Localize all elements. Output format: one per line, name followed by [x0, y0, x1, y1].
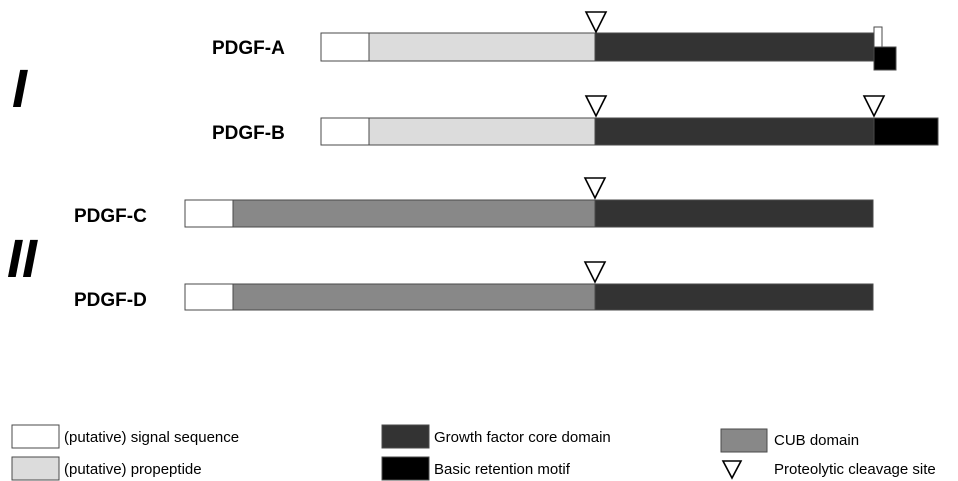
legend-label-signal: (putative) signal sequence — [64, 429, 239, 446]
pdgf-c-cub-segment — [232, 199, 596, 228]
pdgf-d-signal-segment — [184, 283, 234, 311]
pdgf-b-propeptide-segment — [368, 117, 596, 146]
pdgf-a-signal-segment — [320, 32, 370, 62]
pdgf-b-label: PDGF-B — [212, 123, 285, 144]
pdgf-c-core-segment — [594, 199, 874, 228]
pdgf-a-cleavage-site-icon — [584, 11, 608, 34]
legend-item-signal: (putative) signal sequence — [11, 424, 239, 449]
pdgf-a-alternative-exon — [873, 26, 883, 48]
legend-item-retention: Basic retention motif — [381, 456, 571, 481]
legend-item-propeptide: (putative) propeptide — [11, 456, 202, 481]
legend-label-cleavage: Proteolytic cleavage site — [774, 461, 936, 478]
legend-swatch-signal — [11, 424, 60, 449]
pdgf-c-signal-segment — [184, 199, 234, 228]
legend-swatch-retention — [381, 456, 430, 481]
legend-item-cub: CUB domain — [720, 428, 859, 453]
legend-item-core: Growth factor core domain — [381, 424, 611, 449]
pdgf-c-row: PDGF-C — [74, 177, 874, 228]
legend-swatch-core — [381, 424, 430, 449]
pdgf-d-row: PDGF-D — [74, 261, 874, 311]
legend-label-cub: CUB domain — [774, 432, 859, 449]
pdgf-a-retention-motif — [873, 46, 897, 71]
group-label-1: I — [12, 59, 28, 119]
pdgf-a-core-segment — [594, 32, 875, 62]
pdgf-b-cleavage-site-icon-2 — [862, 95, 886, 118]
pdgf-d-label: PDGF-D — [74, 290, 147, 311]
legend-label-core: Growth factor core domain — [434, 429, 611, 446]
legend-item-cleavage: Proteolytic cleavage site — [721, 460, 936, 480]
pdgf-a-propeptide-segment — [368, 32, 596, 62]
pdgf-b-core-segment — [594, 117, 875, 146]
legend-swatch-cub — [720, 428, 768, 453]
legend-label-propeptide: (putative) propeptide — [64, 461, 202, 478]
legend-label-retention: Basic retention motif — [434, 461, 571, 478]
pdgf-d-cub-segment — [232, 283, 596, 311]
pdgf-b-row: PDGF-B — [212, 95, 939, 146]
pdgf-c-cleavage-site-icon — [583, 177, 607, 200]
pdgf-a-row: PDGF-A — [212, 11, 897, 71]
legend: (putative) signal sequence (putative) pr… — [11, 424, 936, 481]
pdgf-d-core-segment — [594, 283, 874, 311]
pdgf-b-retention-motif — [873, 117, 939, 146]
pdgf-b-signal-segment — [320, 117, 370, 146]
pdgf-d-cleavage-site-icon — [583, 261, 607, 284]
pdgf-b-cleavage-site-icon-1 — [584, 95, 608, 118]
group-label-2: II — [7, 229, 38, 289]
legend-swatch-propeptide — [11, 456, 60, 481]
pdgf-c-label: PDGF-C — [74, 206, 147, 227]
legend-cleavage-site-icon — [721, 460, 743, 480]
pdgf-a-label: PDGF-A — [212, 38, 285, 59]
